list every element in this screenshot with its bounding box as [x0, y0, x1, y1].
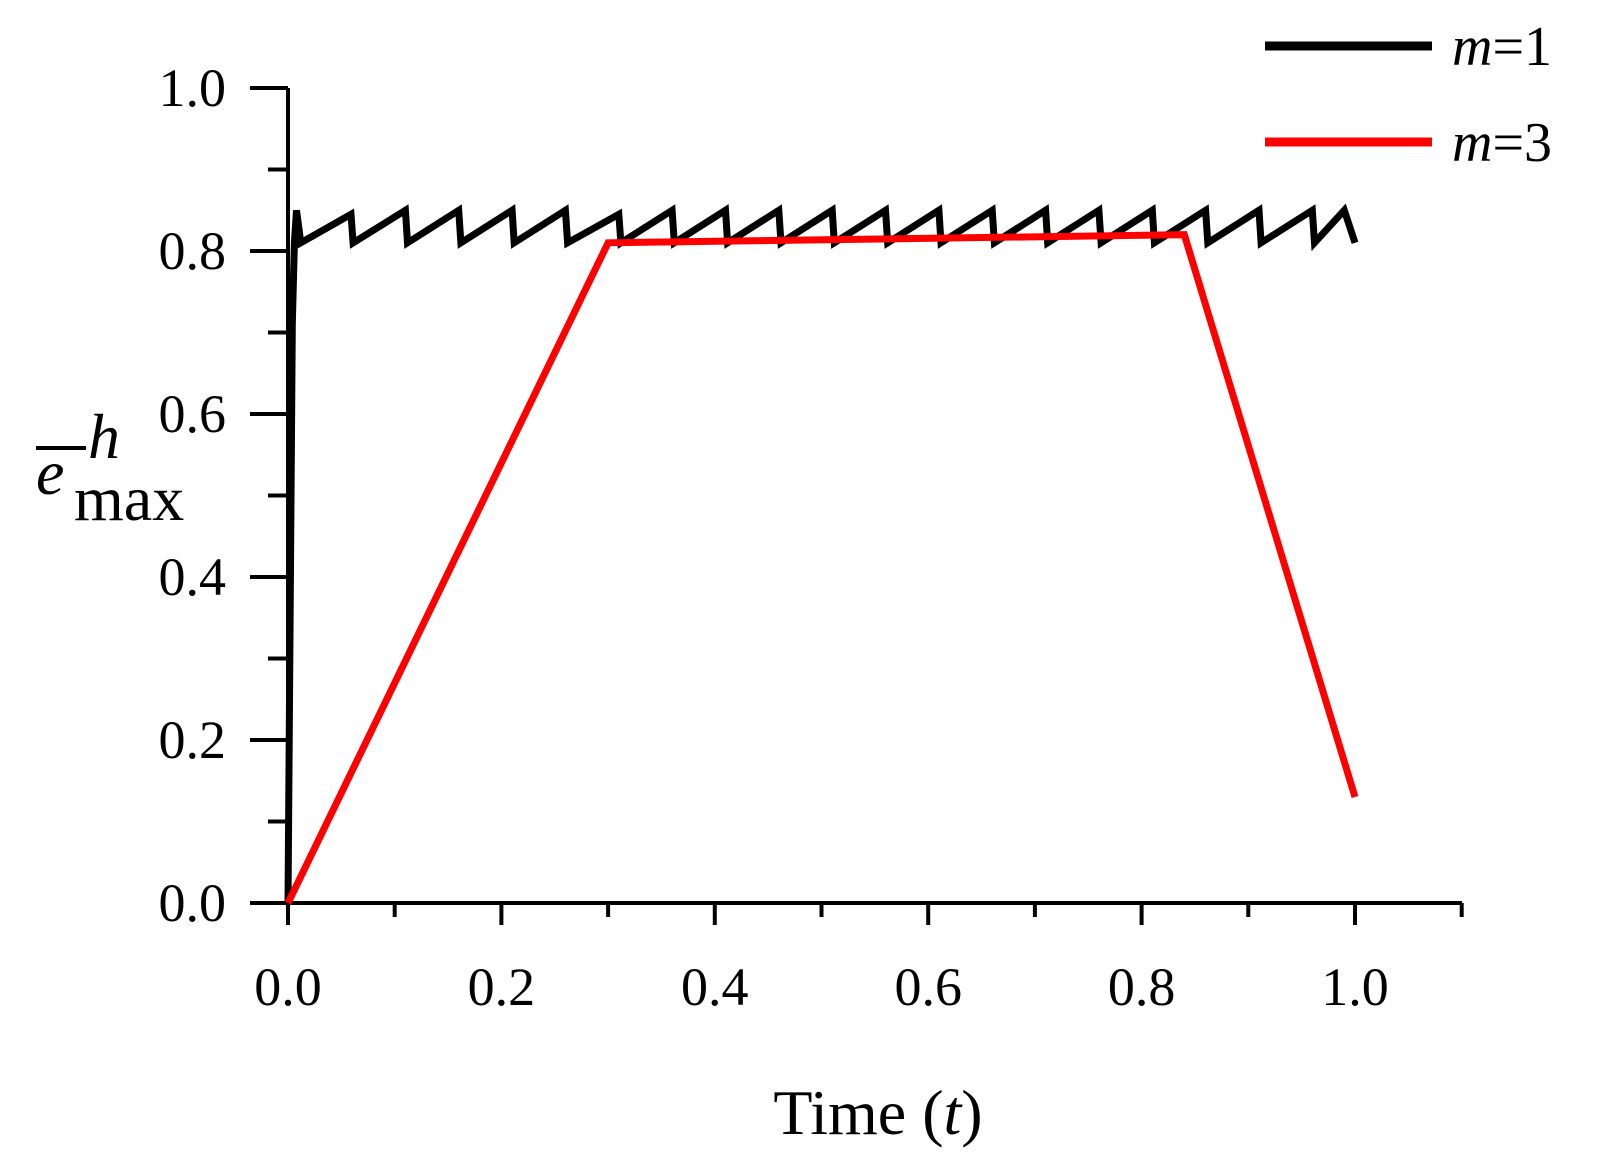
x-axis-title-var: t	[944, 1077, 964, 1148]
x-ticks: 0.0 0.2 0.4 0.6 0.8 1.0	[254, 903, 1464, 1017]
y-tick-label: 0.0	[159, 873, 227, 933]
x-tick-label: 1.0	[1321, 957, 1389, 1017]
legend-label-m1-rest: =1	[1492, 16, 1552, 78]
y-axis-title: e h max	[36, 401, 184, 534]
y-axis-title-var: e	[36, 437, 64, 508]
axes	[286, 88, 1462, 905]
y-ticks: 0.0 0.2 0.4 0.6 0.8 1.0	[159, 58, 288, 933]
y-axis-title-superscript: h	[88, 401, 120, 472]
legend-label-m3-var: m	[1452, 112, 1492, 174]
series-line-m1	[284, 203, 1359, 904]
x-tick-label: 0.2	[468, 957, 536, 1017]
legend-label-m1-var: m	[1452, 16, 1492, 78]
y-tick-label: 0.2	[159, 710, 227, 770]
legend-label-m1: m=1	[1452, 16, 1552, 78]
legend: m=1 m=3	[1265, 16, 1552, 174]
legend-label-m3-rest: =3	[1492, 112, 1552, 174]
x-axis-title-close: )	[961, 1077, 982, 1148]
x-tick-label: 0.0	[254, 957, 322, 1017]
x-tick-label: 0.4	[681, 957, 749, 1017]
series-line-m3	[284, 231, 1359, 905]
x-axis-title: Time (t)	[773, 1077, 982, 1148]
y-axis-title-subscript: max	[74, 463, 184, 534]
x-axis-title-text: Time (	[773, 1077, 943, 1148]
series-group	[284, 203, 1359, 905]
y-tick-label: 0.8	[159, 221, 227, 281]
x-tick-label: 0.8	[1108, 957, 1176, 1017]
legend-entry-m3: m=3	[1265, 112, 1552, 174]
y-tick-label: 1.0	[159, 58, 227, 118]
x-tick-label: 0.6	[894, 957, 962, 1017]
y-tick-label: 0.6	[159, 384, 227, 444]
legend-entry-m1: m=1	[1265, 16, 1552, 78]
legend-label-m3: m=3	[1452, 112, 1552, 174]
y-tick-label: 0.4	[159, 547, 227, 607]
